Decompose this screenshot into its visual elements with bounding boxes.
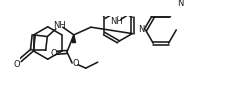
Text: O: O	[13, 60, 20, 69]
Text: N: N	[138, 25, 144, 34]
Text: O: O	[50, 49, 57, 58]
Text: O: O	[72, 59, 79, 68]
Polygon shape	[72, 35, 76, 43]
Text: N: N	[177, 0, 184, 8]
Text: NH: NH	[110, 17, 123, 26]
Text: NH: NH	[53, 21, 66, 30]
